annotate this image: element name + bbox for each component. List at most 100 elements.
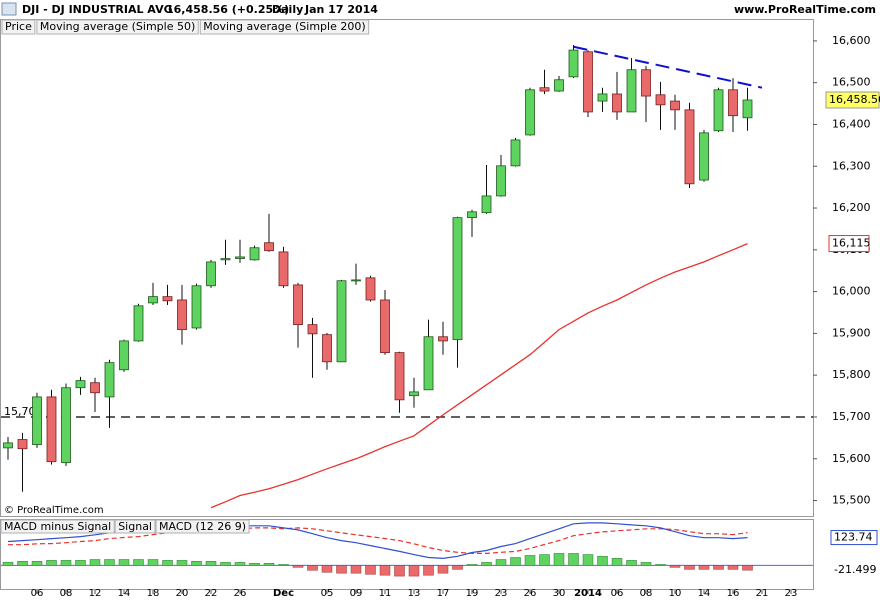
candle-body [380,299,390,354]
candle-body [61,387,71,463]
histogram-bar [379,565,391,576]
watermark: © ProRealTime.com [4,505,104,516]
histogram-bar [147,559,159,566]
symbol: DJI - DJ INDUSTRIAL AVG [22,3,173,16]
histogram-bar [336,565,347,574]
histogram-bar [31,561,43,566]
histogram-bar [713,565,724,570]
histogram-bar [278,564,289,566]
histogram-bar [553,553,565,566]
candle-body [133,305,144,342]
x-tick-label: 12 [89,588,102,599]
candle-body [728,89,738,117]
candle-body [496,165,506,197]
histogram-bar [481,562,492,566]
x-tick-label: 06 [611,588,624,599]
candle-body [423,336,434,391]
x-tick-label: 11 [379,588,392,599]
candle-body [249,247,260,261]
histogram-bar [655,564,666,566]
candle-body [148,296,158,304]
candle-body [655,94,666,106]
ma50-last-box [828,235,870,253]
legend-entry: Moving average (Simple 200) [203,20,365,33]
x-tick-label: 16 [727,588,740,599]
macd-last-box [830,530,878,546]
x-tick-label: 22 [205,588,218,599]
candle-body [17,439,28,450]
macd-last-label: 123.74 [834,531,873,544]
candle-body [264,242,274,252]
trend-line [573,45,763,89]
candle-body [539,87,550,92]
legend-box [36,19,199,35]
x-tick-label: 26 [234,588,247,599]
candle-body [206,261,216,287]
legend-box [155,519,250,534]
histogram-bar [75,560,86,566]
x-tick-label: 08 [60,588,73,599]
candle-body [46,396,57,463]
legend-box [0,519,115,534]
candle-body [336,280,347,363]
histogram-bar [684,565,695,570]
histogram-bar [524,555,536,566]
legend-entry: MACD (12 26 9) [159,520,246,533]
x-tick-label: 08 [640,588,653,599]
histogram-bar [263,563,275,566]
candle-body [699,132,709,181]
legend-box [114,519,156,534]
ma50-line [210,243,748,509]
histogram-bar [133,559,144,566]
candle-body [322,334,332,363]
x-tick-label: Dec [273,588,294,599]
candle-body [467,211,477,219]
candle-body [90,382,100,394]
legend-entry: Price [5,20,32,33]
candle-body [525,89,535,136]
candle-body [235,256,245,259]
x-tick-label: 20 [176,588,189,599]
x-tick-label: 06 [31,588,44,599]
candle-body [438,336,448,342]
candle-body [3,442,13,449]
y-tick-label: 15,500 [832,494,871,507]
histogram-last-label: -21.499 [834,563,876,576]
candle-body [220,258,231,261]
candle-body [191,285,202,329]
candle-body [119,340,129,371]
candle-body [670,100,680,111]
histogram-bar [118,559,130,566]
histogram-bar [46,560,57,566]
candle-body [104,362,115,398]
x-tick-label: 09 [350,588,363,599]
candle-body [554,79,564,92]
histogram-bar [249,563,260,566]
candle-body [177,299,187,331]
candle-body [409,391,419,397]
histogram-bar [292,565,304,568]
candle-body [742,99,753,119]
histogram-bar [698,565,710,570]
signal-line [8,527,748,554]
x-tick-label: 19 [466,588,479,599]
histogram-bar [539,554,550,566]
legend-box [1,19,36,35]
legend-entry: Signal [118,520,152,533]
y-tick-label: 16,400 [832,117,871,130]
x-tick-label: 10 [669,588,682,599]
candle-body [32,396,42,445]
histogram-bar [220,562,231,566]
histogram-bar [234,562,246,566]
candle-body [626,69,637,113]
x-tick-label: 05 [321,588,334,599]
x-tick-label: 23 [495,588,508,599]
candle-body [278,251,289,287]
x-tick-label: 17 [437,588,450,599]
macd-panel [0,519,814,590]
histogram-bar [162,560,173,566]
histogram-bar [60,560,72,566]
y-tick-label: 15,800 [832,368,871,381]
date: Jan 17 2014 [304,3,378,16]
x-tick-label: 13 [408,588,421,599]
